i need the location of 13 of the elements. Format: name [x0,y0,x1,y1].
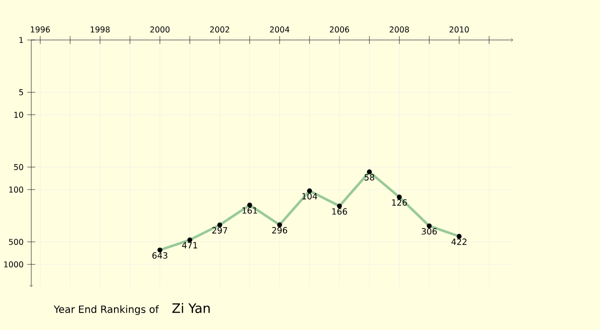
data-label: 58 [364,174,374,181]
data-label: 126 [392,199,407,206]
data-label: 104 [302,193,318,200]
data-label: 161 [242,207,258,214]
data-label: 296 [272,227,288,234]
data-label: 306 [422,228,437,235]
text: Year End Rankings of [54,305,159,316]
data-label: 422 [451,238,466,245]
data-label: 166 [332,208,348,215]
text: Zi Yan [172,303,210,314]
data-label: 643 [152,252,168,259]
data-label: 471 [182,242,198,248]
data-label: 297 [212,227,228,234]
